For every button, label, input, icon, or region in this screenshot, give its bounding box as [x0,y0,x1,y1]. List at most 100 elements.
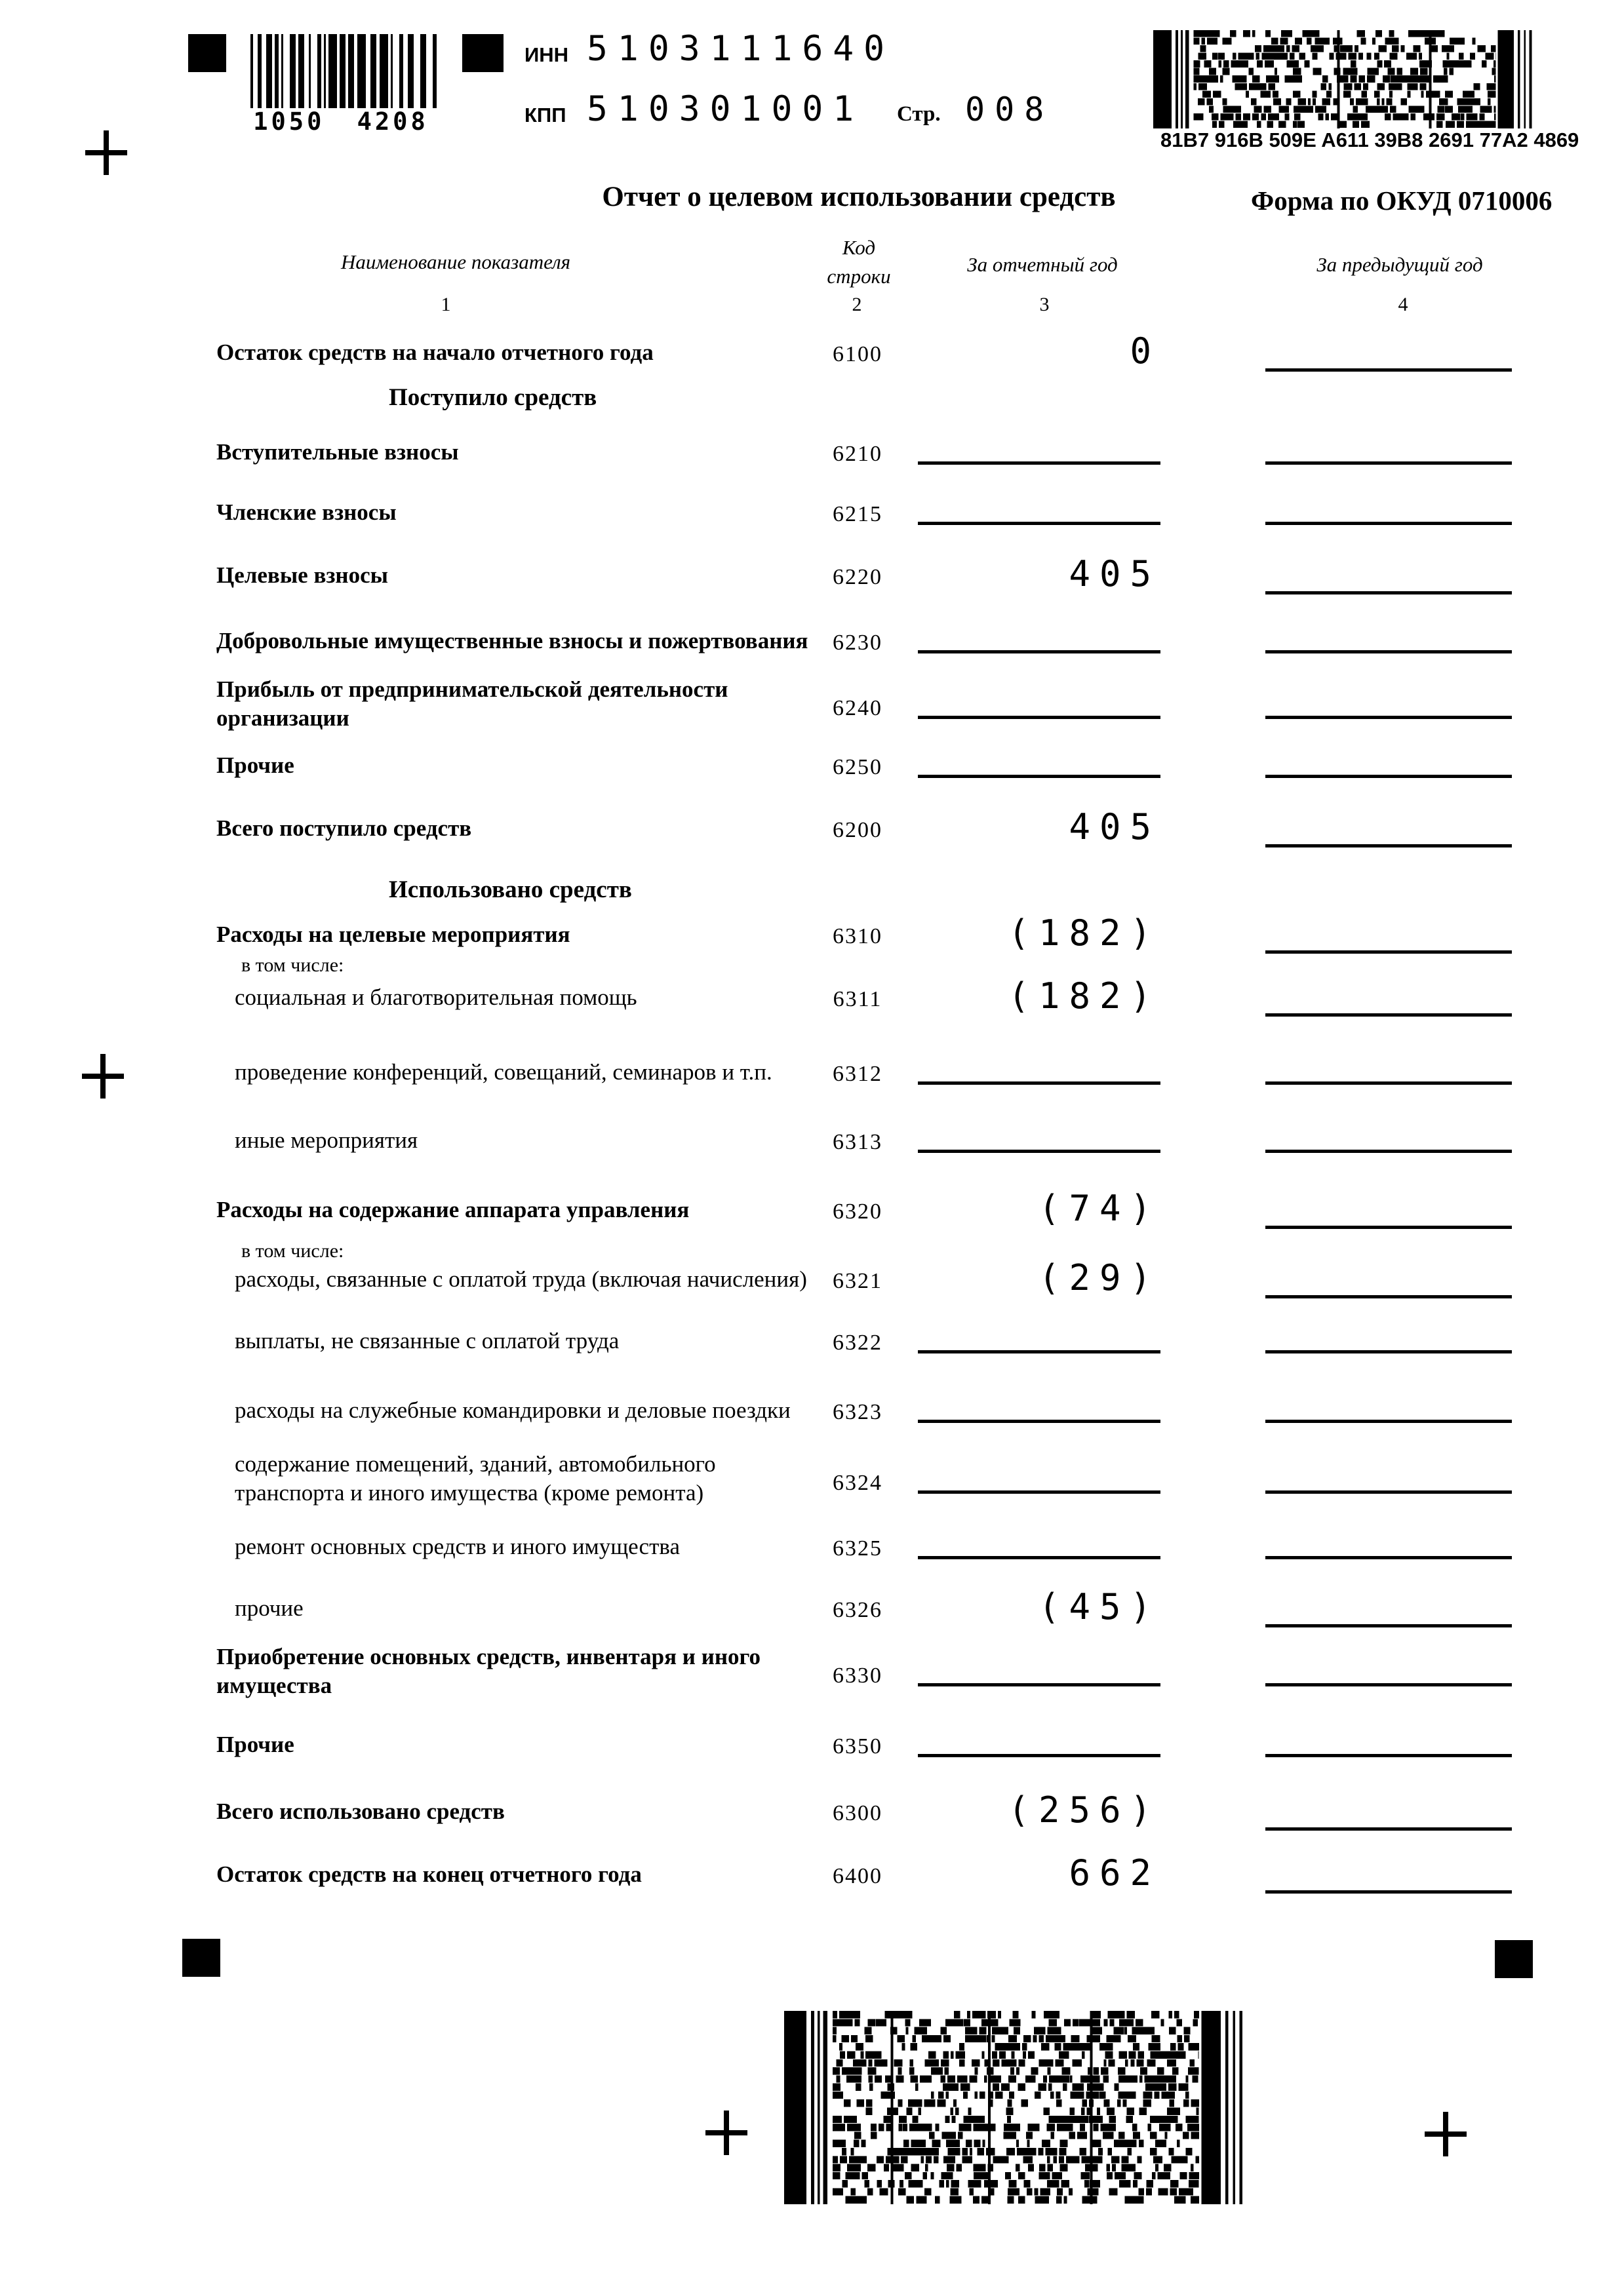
col-header-code-line2: строки [827,265,891,288]
row-code: 6310 [833,924,882,948]
row-dash-previous [1265,368,1512,372]
form-barcode-number: 1050 4208 [253,107,429,136]
table-row: Целевые взносы 6220 405 [0,553,1622,613]
row-code: 6324 [833,1471,882,1495]
row-dash-previous [1265,1624,1512,1627]
row-dash-current [918,775,1160,778]
table-row: Остаток средств на начало отчетного года… [0,330,1622,391]
row-dash-previous [1265,1350,1512,1353]
table-row: расходы, связанные с оплатой труда (вклю… [0,1257,1622,1317]
form-linear-barcode [250,34,437,108]
col-number-1: 1 [441,294,451,315]
barcode-hex-string: 81B7 916B 509E A611 39B8 2691 77A2 4869 [1160,128,1579,151]
row-dash-previous [1265,1827,1512,1831]
crop-plus-mark-top-left [85,130,127,175]
row-code: 6210 [833,442,882,466]
kpp-label: КПП [524,104,566,126]
row-code: 6326 [833,1598,882,1622]
row-value-current: (182) [1008,912,1160,954]
col-header-previous-year: За предыдущий год [1316,253,1483,276]
table-row: прочие 6326 (45) [0,1586,1622,1646]
inn-label: ИНН [524,43,569,66]
form-title: Отчет о целевом использовании средств [602,182,1116,212]
row-code: 6330 [833,1664,882,1688]
row-dash-previous [1265,1490,1512,1494]
row-label: Расходы на целевые мероприятия [216,922,570,947]
row-code: 6300 [833,1801,882,1825]
row-dash-current [918,1683,1160,1686]
table-row: Вступительные взносы 6210 [0,438,1622,490]
row-code: 6321 [833,1269,882,1293]
row-code: 6240 [833,696,882,720]
row-label: проведение конференций, совещаний, семин… [235,1059,772,1085]
row-value-current: 0 [1130,330,1160,372]
row-dash-previous [1265,716,1512,719]
table-row: Всего использовано средств 6300 (256) [0,1789,1622,1850]
pdf417-barcode-top [1153,30,1532,128]
row-dash-current [918,1420,1160,1423]
table-row: Прибыль от предпринимательской деятельно… [0,675,1622,731]
table-row: Расходы на содержание аппарата управлени… [0,1188,1622,1248]
row-label: Остаток средств на начало отчетного года [216,340,654,365]
row-code: 6400 [833,1864,882,1888]
row-dash-previous [1265,1754,1512,1757]
inn-value: 5103111640 [587,29,895,69]
row-value-current: 662 [1069,1852,1160,1894]
row-dash-previous [1265,461,1512,465]
row-dash-previous [1265,1556,1512,1559]
row-value-current: (29) [1038,1257,1160,1298]
row-dash-current [918,1081,1160,1085]
row-code: 6320 [833,1199,882,1224]
kpp-value: 510301001 [587,89,864,129]
row-dash-previous [1265,1420,1512,1423]
table-row: ремонт основных средств и иного имуществ… [0,1532,1622,1585]
row-label: содержание помещений, зданий, автомобиль… [235,1451,716,1506]
row-dash-current [918,461,1160,465]
row-code: 6250 [833,755,882,779]
row-dash-previous [1265,775,1512,778]
col-number-3: 3 [1039,294,1050,315]
row-code: 6311 [833,987,882,1011]
pdf417-barcode-bottom [784,2011,1243,2204]
table-row: содержание помещений, зданий, автомобиль… [0,1450,1622,1506]
row-label: социальная и благотворительная помощь [235,984,637,1010]
table-row: Расходы на целевые мероприятия 6310 (182… [0,912,1622,973]
row-value-current: (182) [1008,975,1160,1017]
row-label: иные мероприятия [235,1127,418,1153]
row-code: 6350 [833,1734,882,1759]
table-row: Всего поступило средств 6200 405 [0,806,1622,866]
registration-square-top-mid [462,34,504,72]
page-number: 008 [965,90,1054,128]
row-label: Всего использовано средств [216,1799,505,1824]
table-row: выплаты, не связанные с оплатой труда 63… [0,1327,1622,1379]
section-header-used: Использовано средств [389,876,632,903]
row-dash-previous [1265,1226,1512,1229]
row-value-current: 405 [1069,806,1160,847]
row-dash-previous [1265,950,1512,954]
row-dash-previous [1265,844,1512,847]
row-dash-previous [1265,650,1512,653]
row-label: Остаток средств на конец отчетного года [216,1861,642,1887]
col-header-code-line1: Код [842,236,876,259]
registration-square-bottom-right [1495,1940,1533,1978]
crop-plus-mark-mid-left [82,1054,124,1099]
row-code: 6215 [833,502,882,526]
row-label: расходы на служебные командировки и дело… [235,1397,791,1423]
okud-form-code: Форма по ОКУД 0710006 [1251,185,1553,216]
registration-square-bottom-left [182,1939,220,1977]
row-code: 6323 [833,1400,882,1424]
row-label: Целевые взносы [216,562,388,588]
row-label: Прочие [216,1732,294,1757]
table-row: Членские взносы 6215 [0,498,1622,551]
col-header-current-year: За отчетный год [967,253,1118,276]
row-code: 6200 [833,818,882,842]
including-note: в том числе: [241,954,344,976]
row-dash-current [918,522,1160,525]
row-dash-previous [1265,1081,1512,1085]
col-number-2: 2 [852,294,862,315]
row-label: ремонт основных средств и иного имуществ… [235,1534,680,1559]
row-value-current: 405 [1069,553,1160,594]
row-label: Вступительные взносы [216,439,459,465]
table-row: иные мероприятия 6313 [0,1126,1622,1178]
